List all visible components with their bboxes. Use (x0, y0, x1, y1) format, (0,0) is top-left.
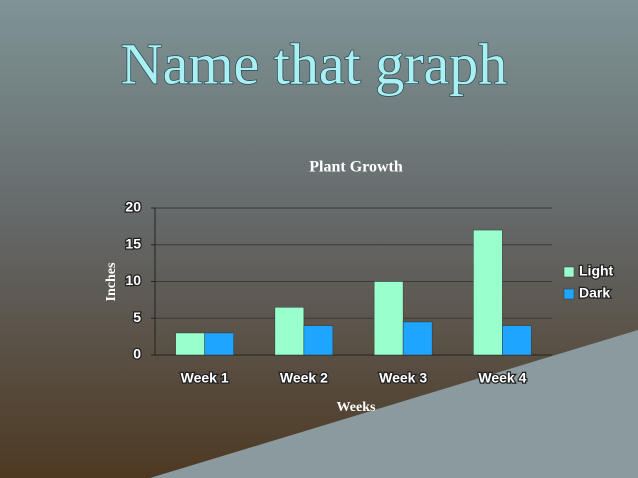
chart-title: Plant Growth (309, 159, 403, 176)
x-axis-label: Weeks (337, 400, 376, 415)
bar (274, 306, 305, 356)
y-tick-label: 0 (133, 346, 141, 362)
y-tick-label: 10 (125, 272, 141, 288)
y-axis-label: Inches (104, 262, 119, 301)
bar (473, 229, 503, 356)
y-tick-label: 5 (133, 309, 141, 325)
legend-label: Light (579, 263, 614, 279)
x-tick-label: Week 2 (280, 370, 328, 386)
bar (204, 332, 234, 356)
x-tick-label: Week 4 (478, 370, 526, 386)
x-tick-label: Week 3 (379, 370, 427, 386)
legend-swatch (563, 266, 575, 278)
bar (303, 325, 334, 356)
bar (175, 332, 205, 356)
bar (373, 281, 404, 356)
bar (502, 325, 532, 356)
legend-swatch (563, 288, 575, 300)
y-tick-label: 15 (125, 235, 141, 251)
slide-title: Name that graph (121, 31, 508, 96)
bar (402, 321, 433, 356)
corner-shape (150, 330, 638, 478)
y-tick-label: 20 (125, 199, 141, 215)
legend-label: Dark (579, 285, 610, 301)
x-tick-label: Week 1 (181, 370, 229, 386)
